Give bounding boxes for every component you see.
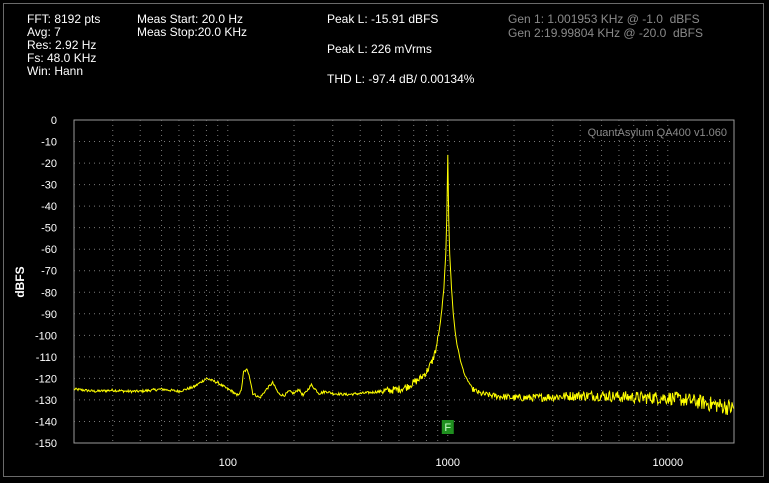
y-axis-label: dBFS [13, 266, 27, 297]
peak-vrms-label: Peak L: 226 mVrms [327, 42, 432, 56]
fft-size-label: FFT: 8192 pts [27, 12, 101, 26]
watermark: QuantAsylum QA400 v1.060 [588, 127, 727, 139]
grid [74, 120, 734, 443]
y-tick-label: -10 [41, 137, 57, 149]
y-tick-label: -80 [41, 287, 57, 299]
y-tick-label: -20 [41, 158, 57, 170]
y-tick-label: -90 [41, 309, 57, 321]
y-tick-label: -100 [35, 330, 57, 342]
sample-rate-label: Fs: 48.0 KHz [27, 51, 97, 65]
plot-area [73, 119, 735, 444]
generator-2-label: Gen 2:19.99804 KHz @ -20.0 dBFS [508, 26, 703, 40]
fundamental-marker[interactable]: F [441, 420, 454, 434]
window-frame [3, 3, 764, 477]
spectrum-trace [73, 154, 735, 416]
y-tick-label: -130 [35, 395, 57, 407]
thd-label: THD L: -97.4 dB/ 0.00134% [327, 72, 475, 86]
x-tick-label: 10000 [652, 457, 683, 469]
y-tick-label: -110 [36, 352, 57, 364]
y-tick-label: -140 [35, 416, 57, 428]
y-tick-label: 0 [51, 115, 57, 127]
meas-stop-label: Meas Stop:20.0 KHz [137, 25, 248, 39]
average-count-label: Avg: 7 [27, 25, 61, 39]
meas-start-label: Meas Start: 20.0 Hz [137, 12, 244, 26]
y-tick-label: -50 [41, 223, 57, 235]
generator-1-label: Gen 1: 1.001953 KHz @ -1.0 dBFS [508, 12, 700, 26]
marker-box[interactable] [441, 420, 454, 434]
peak-dbfs-label: Peak L: -15.91 dBFS [327, 12, 439, 26]
y-tick-label: -40 [41, 201, 57, 213]
y-tick-label: -120 [35, 373, 57, 385]
resolution-label: Res: 2.92 Hz [27, 38, 97, 52]
window-type-label: Win: Hann [27, 64, 84, 78]
x-tick-label: 1000 [436, 457, 460, 469]
y-tick-label: -30 [41, 180, 57, 192]
y-tick-labels: 0 -10 -20 -30 -40 -50 -60 -70 -80 -90 -100 -110 -120… [35, 115, 57, 450]
marker-label: F [444, 422, 451, 434]
y-tick-label: -70 [41, 266, 57, 278]
y-tick-label: -150 [35, 438, 57, 450]
y-tick-label: -60 [41, 244, 57, 256]
x-tick-labels: 100 1000 10000 [219, 457, 683, 469]
x-tick-label: 100 [219, 457, 237, 469]
